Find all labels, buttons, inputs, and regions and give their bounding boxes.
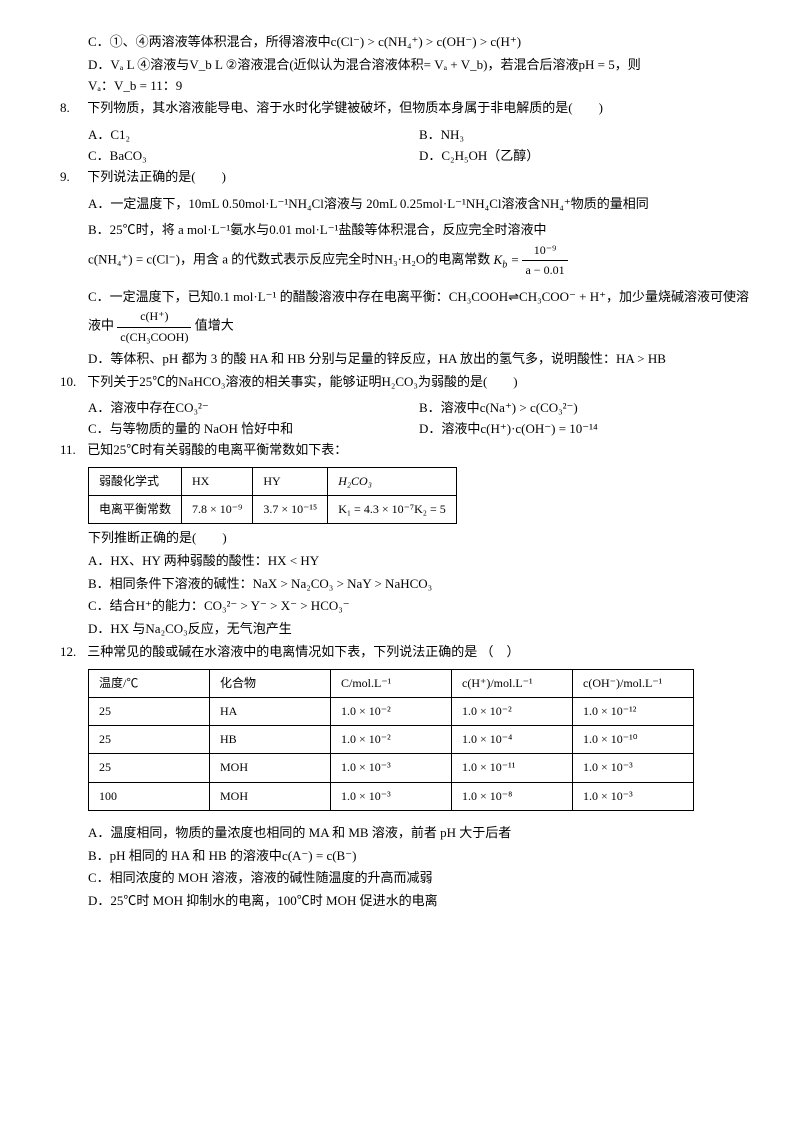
question-number: 11. (60, 440, 84, 461)
option-b: B．25℃时，将 a mol·L⁻¹氨水与0.01 mol·L⁻¹盐酸等体积混合… (88, 220, 750, 280)
table-cell: 1.0 × 10⁻³ (573, 754, 694, 782)
table-cell: MOH (210, 754, 331, 782)
option-a: A．HX、HY 两种弱酸的酸性：HX < HY (88, 551, 750, 572)
option-d: D．溶液中c(H⁺)·c(OH⁻) = 10⁻¹⁴ (419, 419, 750, 440)
table-header: C/mol.L⁻¹ (331, 669, 452, 697)
table-cell: 1.0 × 10⁻⁸ (452, 782, 573, 810)
option-c: C．相同浓度的 MOH 溶液，溶液的碱性随温度的升高而减弱 (88, 868, 750, 889)
question-10: 10. 下列关于25℃的NaHCO₃溶液的相关事实，能够证明H₂CO₃为弱酸的是… (60, 372, 750, 393)
option-d: D．Vₐ L ④溶液与V_b L ②溶液混合(近似认为混合溶液体积= Vₐ + … (88, 55, 750, 97)
table-cell: 电离平衡常数 (89, 495, 182, 523)
table-cell: 1.0 × 10⁻¹² (573, 698, 694, 726)
table-cell: 25 (89, 726, 210, 754)
question-8: 8. 下列物质，其水溶液能导电、溶于水时化学键被破坏，但物质本身属于非电解质的是… (60, 98, 750, 119)
table-cell: 1.0 × 10⁻² (452, 698, 573, 726)
question-number: 8. (60, 98, 84, 119)
option-c: C．BaCO₃ (88, 146, 419, 167)
option-c: C．①、④两溶液等体积混合，所得溶液中c(Cl⁻) > c(NH₄⁺) > c(… (88, 32, 750, 53)
text: C．①、④两溶液等体积混合，所得溶液中 (88, 34, 331, 49)
question-number: 9. (60, 167, 84, 188)
table-header: HX (182, 467, 253, 495)
option-d: D．25℃时 MOH 抑制水的电离，100℃时 MOH 促进水的电离 (88, 891, 750, 912)
table-header: H₂CO₃ (328, 467, 457, 495)
table-cell: 1.0 × 10⁻² (331, 726, 452, 754)
table-header: 温度/℃ (89, 669, 210, 697)
option-d: D．等体积、pH 都为 3 的酸 HA 和 HB 分别与足量的锌反应，HA 放出… (88, 349, 750, 370)
option-b: B．溶液中c(Na⁺) > c(CO₃²⁻) (419, 398, 750, 419)
question-stem: 三种常见的酸或碱在水溶液中的电离情况如下表，下列说法正确的是 （ ） (87, 642, 727, 663)
table-q11: 弱酸化学式 HX HY H₂CO₃ 电离平衡常数 7.8 × 10⁻⁹ 3.7 … (88, 467, 457, 524)
question-11: 11. 已知25℃时有关弱酸的电离平衡常数如下表： (60, 440, 750, 461)
question-stem: 下列物质，其水溶液能导电、溶于水时化学键被破坏，但物质本身属于非电解质的是( ) (87, 98, 727, 119)
option-b: B．NH₃ (419, 125, 750, 146)
table-header: 化合物 (210, 669, 331, 697)
table-header: c(OH⁻)/mol.L⁻¹ (573, 669, 694, 697)
table-cell: 1.0 × 10⁻³ (331, 782, 452, 810)
options-row: A．C1₂ B．NH₃ (88, 125, 750, 146)
table-cell: 1.0 × 10⁻² (331, 698, 452, 726)
option-a: A．溶液中存在CO₃²⁻ (88, 398, 419, 419)
option-a: A．温度相同，物质的量浓度也相同的 MA 和 MB 溶液，前者 pH 大于后者 (88, 823, 750, 844)
options-row: C．与等物质的量的 NaOH 恰好中和 D．溶液中c(H⁺)·c(OH⁻) = … (88, 419, 750, 440)
text: 下列推断正确的是( ) (88, 528, 750, 549)
table-cell: 1.0 × 10⁻¹¹ (452, 754, 573, 782)
table-cell: MOH (210, 782, 331, 810)
option-a: A．一定温度下，10mL 0.50mol·L⁻¹NH₄Cl溶液与 20mL 0.… (88, 194, 750, 215)
question-number: 12. (60, 642, 84, 663)
question-9: 9. 下列说法正确的是( ) (60, 167, 750, 188)
table-cell: 1.0 × 10⁻³ (331, 754, 452, 782)
table-cell: HB (210, 726, 331, 754)
table-header: 弱酸化学式 (89, 467, 182, 495)
table-cell: HA (210, 698, 331, 726)
table-cell: 3.7 × 10⁻¹⁵ (253, 495, 328, 523)
table-header: c(H⁺)/mol.L⁻¹ (452, 669, 573, 697)
option-c: C．与等物质的量的 NaOH 恰好中和 (88, 419, 419, 440)
fraction: c(H⁺)c(CH₃COOH) (117, 307, 191, 346)
table-cell: 25 (89, 754, 210, 782)
option-b: B．相同条件下溶液的碱性：NaX > Na₂CO₃ > NaY > NaHCO₃ (88, 574, 750, 595)
options-row: A．溶液中存在CO₃²⁻ B．溶液中c(Na⁺) > c(CO₃²⁻) (88, 398, 750, 419)
formula: c(Cl⁻) > c(NH₄⁺) > c(OH⁻) > c(H⁺) (331, 34, 521, 49)
table-cell: 1.0 × 10⁻³ (573, 782, 694, 810)
table-cell: 100 (89, 782, 210, 810)
question-stem: 下列说法正确的是( ) (87, 167, 727, 188)
table-q12: 温度/℃化合物C/mol.L⁻¹c(H⁺)/mol.L⁻¹c(OH⁻)/mol.… (88, 669, 694, 811)
table-cell: 1.0 × 10⁻¹⁰ (573, 726, 694, 754)
table-cell: K₁ = 4.3 × 10⁻⁷K₂ = 5 (328, 495, 457, 523)
table-header: HY (253, 467, 328, 495)
question-number: 10. (60, 372, 84, 393)
option-a: A．C1₂ (88, 125, 419, 146)
option-d: D．HX 与Na₂CO₃反应，无气泡产生 (88, 619, 750, 640)
table-cell: 25 (89, 698, 210, 726)
option-b: B．pH 相同的 HA 和 HB 的溶液中c(A⁻) = c(B⁻) (88, 846, 750, 867)
table-cell: 1.0 × 10⁻⁴ (452, 726, 573, 754)
option-d: D．C₂H₅OH（乙醇） (419, 146, 750, 167)
fraction: 10⁻⁹a − 0.01 (522, 241, 567, 280)
options-row: C．BaCO₃ D．C₂H₅OH（乙醇） (88, 146, 750, 167)
question-12: 12. 三种常见的酸或碱在水溶液中的电离情况如下表，下列说法正确的是 （ ） (60, 642, 750, 663)
table-cell: 7.8 × 10⁻⁹ (182, 495, 253, 523)
option-c: C．一定温度下，已知0.1 mol·L⁻¹ 的醋酸溶液中存在电离平衡：CH₃CO… (88, 287, 750, 347)
option-c: C．结合H⁺的能力：CO₃²⁻ > Y⁻ > X⁻ > HCO₃⁻ (88, 596, 750, 617)
